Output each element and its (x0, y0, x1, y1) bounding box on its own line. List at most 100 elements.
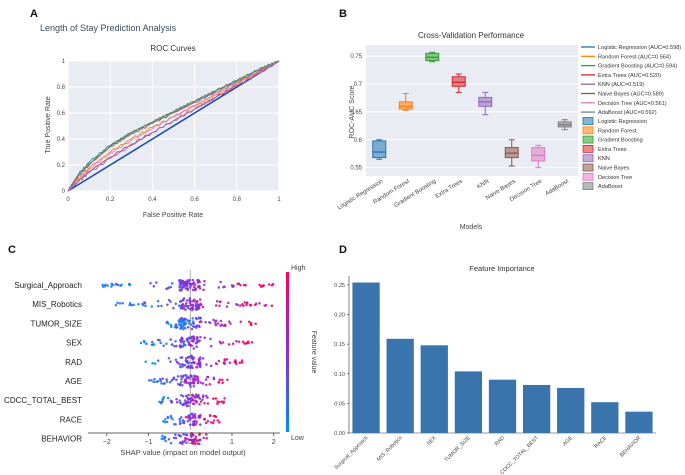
shap-dot-mis-robotics (195, 302, 199, 306)
shap-dot-cdcc-total-best (187, 397, 190, 401)
shap-dot-age (196, 381, 200, 385)
shap-feature-label: AGE (65, 377, 82, 386)
shap-dot-race (191, 416, 194, 420)
shap-dot-mis-robotics (172, 306, 175, 310)
shap-dot-sex (178, 339, 182, 342)
cv-legend-box-label: Random Forest (598, 128, 637, 134)
shap-dot-age (196, 378, 200, 381)
shap-dot-rad (175, 360, 179, 364)
roc-xtick-label: 0.4 (148, 197, 157, 203)
shap-dot-behavior (169, 441, 173, 445)
roc-ytick-label: 0.4 (57, 137, 66, 143)
shap-dot-surgical-approach (181, 279, 185, 283)
shap-dot-age (201, 382, 205, 385)
shap-dot-mis-robotics (141, 303, 145, 307)
shap-dot-rad (185, 366, 189, 369)
shap-dot-cdcc-total-best (199, 400, 203, 403)
cv-legend-box-swatch (582, 154, 594, 163)
shap-dot-sex (169, 338, 172, 341)
shap-dot-mis-robotics (190, 306, 194, 310)
shap-dot-behavior (198, 442, 201, 446)
shap-dot-cdcc-total-best (175, 400, 179, 404)
shap-dot-cdcc-total-best (191, 394, 194, 397)
shap-dot-behavior (191, 433, 195, 437)
shap-dot-age (150, 378, 153, 382)
cv-legend-line-label: AdaBoost (AUC=0.592) (598, 110, 657, 116)
shap-dot-mis-robotics (190, 308, 194, 312)
shap-dot-mis-robotics (201, 305, 205, 309)
shap-dot-race (164, 418, 167, 421)
roc-ylabel: True Positive Rate (45, 96, 52, 153)
shap-dot-cdcc-total-best (161, 397, 165, 401)
cv-legend-line-label: Logistic Regression (AUC=0.598) (598, 45, 681, 51)
shap-dot-surgical-approach (196, 279, 199, 282)
shap-dot-mis-robotics (169, 300, 172, 303)
shap-dot-rad (196, 362, 199, 365)
shap-dot-rad (198, 360, 201, 364)
cv-box-decision-tree (531, 147, 546, 162)
panel-label-d: D (339, 244, 347, 256)
shap-dot-behavior (191, 442, 194, 445)
shap-dot-cdcc-total-best (223, 397, 226, 400)
shap-dot-cdcc-total-best (190, 396, 194, 400)
shap-dot-race (195, 420, 198, 424)
panel-label-c: C (8, 244, 16, 256)
shap-dot-surgical-approach (128, 282, 131, 286)
shap-dot-cdcc-total-best (192, 402, 196, 405)
shap-dot-tumor-size (223, 323, 227, 327)
shap-dot-race (214, 415, 217, 418)
shap-dot-mis-robotics (215, 300, 219, 303)
shap-dot-mis-robotics (178, 300, 182, 303)
shap-dot-tumor-size (215, 319, 218, 323)
roc-xtick-label: 1 (277, 197, 281, 203)
shap-dot-age (199, 381, 203, 384)
shap-dot-age (192, 380, 196, 383)
shap-dot-cdcc-total-best (179, 402, 182, 405)
shap-dot-surgical-approach (271, 282, 275, 286)
shap-dot-tumor-size (190, 327, 194, 331)
shap-dot-mis-robotics (130, 303, 133, 307)
roc-xtick-label: 0.6 (190, 197, 199, 203)
shap-dot-surgical-approach (178, 283, 182, 286)
shap-dot-mis-robotics (225, 305, 229, 308)
shap-dot-surgical-approach (119, 284, 122, 288)
colorbar-low-label: Low (291, 435, 305, 442)
shap-dot-rad (195, 366, 199, 369)
shap-dot-age (176, 375, 180, 378)
shap-dot-surgical-approach (192, 281, 196, 284)
shap-dot-cdcc-total-best (166, 396, 170, 400)
shap-dot-rad (144, 360, 147, 364)
shap-dot-cdcc-total-best (201, 398, 204, 401)
shap-dot-rad (190, 361, 194, 365)
shap-dot-cdcc-total-best (187, 393, 190, 397)
shap-dot-behavior (198, 438, 202, 441)
shap-dot-age (178, 383, 182, 387)
shap-dot-mis-robotics (192, 298, 196, 301)
shap-dot-tumor-size (247, 320, 251, 324)
shap-panel: Surgical_Approach MIS_Robotics TUMOR_SIZE S… (4, 265, 317, 457)
shap-dot-tumor-size (191, 317, 194, 320)
shap-dot-tumor-size (219, 319, 223, 323)
shap-dot-age (185, 374, 188, 377)
shap-dot-age (188, 377, 191, 380)
shap-dot-age (212, 376, 216, 379)
shap-dot-race (204, 421, 208, 425)
shap-dot-race (199, 423, 202, 426)
shap-dot-race (197, 414, 200, 418)
shap-dot-cdcc-total-best (191, 398, 195, 402)
cv-legend-line-label: Gradient Boosting (AUC=0.594) (598, 64, 677, 70)
shap-dot-age (221, 381, 224, 385)
roc-ytick-label: 1 (62, 59, 66, 65)
shap-dot-rad (240, 361, 244, 364)
shap-dot-sex (173, 345, 176, 348)
shap-feature-label: CDCC_TOTAL_BEST (4, 396, 82, 405)
roc-title: ROC Curves (150, 44, 195, 53)
shap-dot-surgical-approach (217, 286, 221, 289)
shap-dot-age (172, 376, 175, 380)
shap-dot-behavior (188, 438, 192, 441)
shap-dot-sex (250, 341, 254, 344)
shap-dot-mis-robotics (218, 300, 222, 303)
roc-ytick-label: 0.6 (57, 111, 66, 117)
shap-dot-rad (187, 356, 191, 359)
